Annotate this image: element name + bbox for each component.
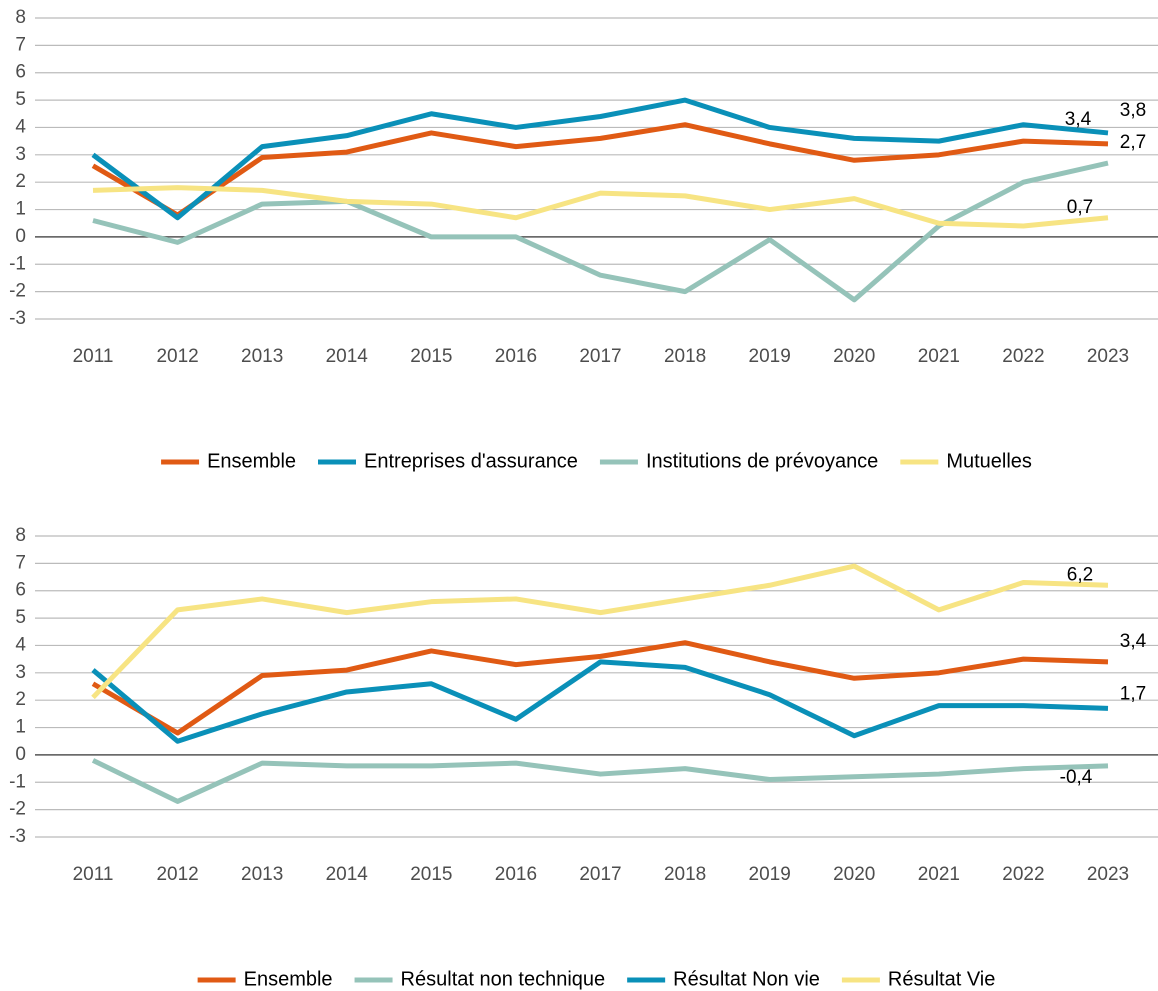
legend-label: Résultat non technique bbox=[401, 968, 606, 990]
y-tick-label: 2 bbox=[15, 171, 26, 192]
y-tick-label: 6 bbox=[15, 580, 26, 601]
y-tick-label: 5 bbox=[15, 607, 26, 628]
x-tick-label: 2022 bbox=[1002, 346, 1044, 367]
x-tick-label: 2012 bbox=[156, 864, 198, 885]
y-tick-label: -2 bbox=[9, 281, 26, 302]
line bbox=[91, 97, 1109, 221]
legend-label: Ensemble bbox=[207, 450, 296, 472]
value-label: 6,2 bbox=[1067, 564, 1093, 585]
y-tick-label: -3 bbox=[9, 308, 26, 329]
y-tick-label: 7 bbox=[15, 552, 26, 573]
x-tick-label: 2018 bbox=[664, 346, 706, 367]
legend-label: Ensemble bbox=[244, 968, 333, 990]
y-tick-label: 7 bbox=[15, 34, 26, 55]
y-tick-label: 3 bbox=[15, 144, 26, 165]
y-tick-label: -3 bbox=[9, 826, 26, 847]
value-label: 1,7 bbox=[1120, 683, 1146, 704]
line bbox=[91, 758, 1109, 804]
y-tick-label: 0 bbox=[15, 744, 26, 765]
y-tick-label: 0 bbox=[15, 226, 26, 247]
y-tick-label: -1 bbox=[9, 253, 26, 274]
value-label: 3,4 bbox=[1065, 109, 1092, 130]
x-tick-label: 2014 bbox=[326, 346, 369, 367]
y-tick-label: -1 bbox=[9, 771, 26, 792]
legend-label: Mutuelles bbox=[946, 450, 1032, 472]
x-tick-label: 2019 bbox=[749, 864, 791, 885]
value-label: 0,7 bbox=[1067, 197, 1093, 218]
legend: Ensemble Résultat non technique Résultat N… bbox=[197, 968, 995, 990]
value-label: -0,4 bbox=[1060, 767, 1093, 788]
x-tick-label: 2011 bbox=[73, 346, 114, 367]
legend: Ensemble Entreprises d'assurance Instituti… bbox=[161, 450, 1032, 472]
line bbox=[92, 185, 1109, 229]
x-tick-label: 2022 bbox=[1002, 864, 1044, 885]
x-tick-label: 2016 bbox=[495, 346, 537, 367]
y-tick-label: 1 bbox=[15, 717, 26, 738]
legend-label: Entreprises d'assurance bbox=[364, 450, 578, 472]
value-label: 2,7 bbox=[1120, 132, 1146, 153]
line bbox=[91, 122, 1109, 218]
x-tick-label: 2016 bbox=[495, 864, 537, 885]
y-tick-label: 8 bbox=[15, 7, 26, 28]
legend-label: Résultat Vie bbox=[888, 968, 995, 990]
x-tick-label: 2023 bbox=[1087, 864, 1129, 885]
x-tick-label: 2013 bbox=[241, 346, 283, 367]
y-tick-label: 8 bbox=[15, 525, 26, 546]
legend-label: Résultat Non vie bbox=[673, 968, 820, 990]
legend-label: Institutions de prévoyance bbox=[646, 450, 878, 472]
y-tick-label: 4 bbox=[15, 116, 26, 137]
x-tick-label: 2017 bbox=[579, 864, 621, 885]
line bbox=[91, 659, 1109, 744]
y-tick-label: 2 bbox=[15, 689, 26, 710]
y-tick-label: 6 bbox=[15, 62, 26, 83]
y-tick-label: 1 bbox=[15, 199, 26, 220]
value-label: 3,8 bbox=[1120, 100, 1146, 121]
x-tick-label: 2018 bbox=[664, 864, 706, 885]
value-label: 3,4 bbox=[1120, 631, 1147, 652]
y-tick-label: 5 bbox=[15, 89, 26, 110]
x-tick-label: 2021 bbox=[918, 864, 960, 885]
line bbox=[91, 640, 1109, 736]
x-tick-label: 2021 bbox=[918, 346, 960, 367]
x-tick-label: 2012 bbox=[156, 346, 198, 367]
x-tick-label: 2017 bbox=[579, 346, 621, 367]
y-tick-label: 4 bbox=[15, 634, 26, 655]
line bbox=[92, 160, 1109, 303]
x-tick-label: 2011 bbox=[73, 864, 114, 885]
x-tick-label: 2013 bbox=[241, 864, 283, 885]
x-tick-label: 2014 bbox=[326, 864, 369, 885]
x-tick-label: 2019 bbox=[749, 346, 791, 367]
x-tick-label: 2020 bbox=[833, 864, 875, 885]
x-tick-label: 2020 bbox=[833, 346, 875, 367]
x-tick-label: 2015 bbox=[410, 864, 452, 885]
y-tick-label: 3 bbox=[15, 662, 26, 683]
x-tick-label: 2015 bbox=[410, 346, 452, 367]
x-tick-label: 2023 bbox=[1087, 346, 1129, 367]
y-tick-label: -2 bbox=[9, 799, 26, 820]
line bbox=[91, 563, 1109, 700]
